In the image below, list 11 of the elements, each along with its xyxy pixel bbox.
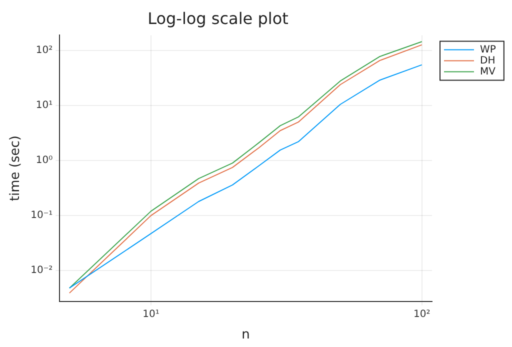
y-tick-label: 10⁻¹ (30, 210, 53, 222)
legend-label: WP (480, 44, 496, 56)
legend-label: DH (480, 55, 496, 66)
y-tick-label: 10¹ (36, 100, 53, 112)
y-tick-label: 10² (36, 45, 53, 56)
legend-label: MV (480, 66, 496, 78)
y-tick-label: 10⁻² (30, 265, 53, 276)
y-tick-label: 10⁰ (36, 155, 53, 166)
chart-title: Log-log scale plot (148, 8, 288, 28)
x-axis-title: n (242, 328, 250, 343)
y-axis-title: time (sec) (8, 136, 24, 202)
